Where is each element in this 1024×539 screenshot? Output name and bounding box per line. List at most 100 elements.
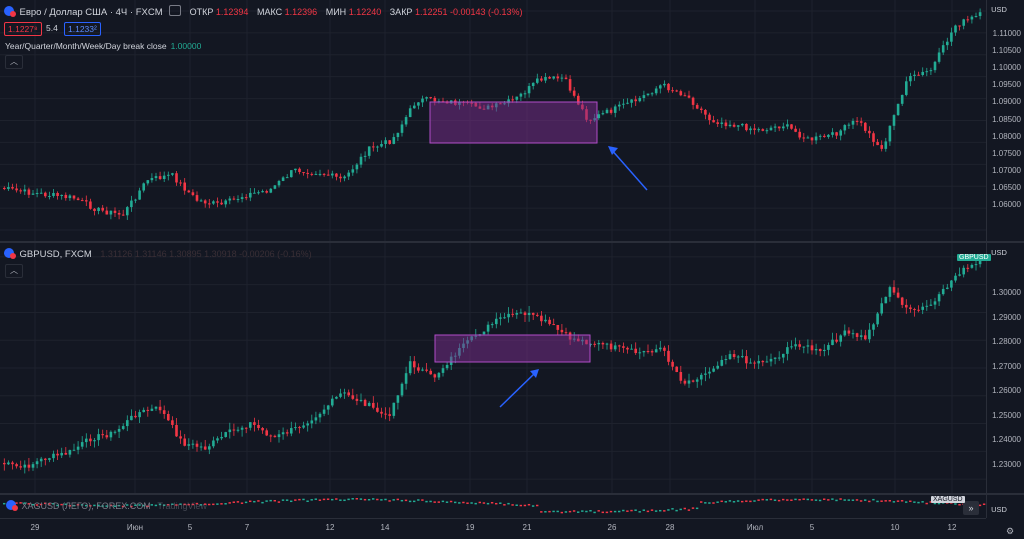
candle — [113, 430, 117, 435]
pane-divider[interactable] — [0, 493, 1024, 495]
symbol-flag-icon — [6, 500, 18, 511]
candle — [265, 428, 268, 437]
currency-button[interactable]: USD — [991, 248, 1007, 257]
candle — [162, 504, 166, 507]
candle — [929, 67, 933, 76]
candle — [720, 500, 723, 503]
candle — [392, 499, 395, 501]
candle — [212, 503, 215, 506]
price-tick: 1.07500 — [992, 148, 1021, 158]
candle — [593, 511, 596, 514]
chevron-up-icon[interactable]: ︿ — [5, 264, 23, 278]
candle — [519, 92, 523, 101]
gbpusd-price-axis[interactable]: USD 1.30000 1.29000 1.28000 1.27000 1.26000 1… — [986, 243, 1024, 493]
candle — [462, 501, 465, 504]
candle — [646, 510, 650, 513]
candle — [905, 76, 908, 97]
gbpusd-chart-pane[interactable]: GBPUSD, FXCM 1.31126 1.31146 1.30895 1.3… — [0, 243, 986, 493]
candle — [355, 162, 359, 174]
candle — [765, 499, 768, 501]
candle — [179, 430, 182, 444]
candle — [741, 500, 744, 503]
candle — [843, 324, 847, 337]
candle — [199, 504, 203, 506]
candle — [806, 498, 809, 501]
candle — [191, 189, 195, 197]
ask-price-button[interactable]: 1.1233² — [64, 22, 101, 36]
xagusd-price-axis[interactable]: USD — [986, 495, 1024, 518]
pane-divider[interactable] — [0, 241, 1024, 243]
time-tick: 29 — [30, 523, 40, 532]
candle — [790, 499, 793, 501]
candle — [208, 443, 211, 455]
candle — [782, 122, 785, 131]
candle — [339, 499, 342, 501]
candle — [39, 503, 43, 506]
candle — [572, 86, 576, 98]
candle — [261, 501, 264, 504]
candle — [48, 191, 51, 200]
candle — [818, 134, 822, 141]
candle — [72, 504, 76, 507]
candle — [544, 314, 547, 323]
candle — [240, 502, 244, 504]
candle — [876, 311, 879, 327]
candle — [827, 499, 830, 501]
xagusd-chart-pane[interactable] — [0, 495, 986, 517]
highlight-box[interactable] — [434, 334, 591, 363]
candle — [191, 503, 194, 506]
gbpusd-symbol-title[interactable]: GBPUSD, FXCM — [19, 249, 92, 260]
candle — [35, 458, 39, 469]
eye-icon[interactable] — [169, 5, 182, 16]
candle — [60, 194, 63, 200]
close-label: ЗАКР — [389, 7, 413, 17]
candle — [814, 343, 818, 355]
candle — [335, 172, 338, 181]
bid-price-button[interactable]: 1.1227⁸ — [4, 22, 42, 36]
eurusd-price-axis[interactable]: USD 1.11000 1.10500 1.10000 1.09500 1.09000 1… — [986, 0, 1024, 241]
candle — [913, 501, 916, 503]
eurusd-symbol-title[interactable]: Евро / Доллар США · 4Ч · FXCM — [19, 7, 163, 18]
candle — [544, 511, 547, 513]
candle — [925, 300, 929, 311]
candle — [89, 434, 92, 446]
candle — [970, 15, 974, 24]
candle — [27, 187, 31, 198]
candle — [23, 184, 27, 195]
candle — [134, 198, 137, 204]
candle — [478, 501, 481, 504]
candle — [864, 121, 867, 134]
currency-button[interactable]: USD — [991, 5, 1007, 14]
candle — [208, 198, 211, 209]
currency-button[interactable]: USD — [991, 505, 1007, 514]
candle — [622, 509, 625, 512]
candle — [85, 433, 88, 448]
time-axis[interactable]: 29 Июн 5 7 12 14 19 21 26 28 Июл 5 10 12 — [0, 518, 986, 539]
candle — [564, 327, 568, 335]
candle — [117, 504, 121, 507]
candle — [359, 153, 363, 168]
price-tick: 1.25000 — [992, 410, 1021, 420]
symbol-flag-icon — [4, 248, 16, 259]
candle — [261, 426, 264, 434]
eurusd-chart-pane[interactable]: Евро / Доллар США · 4Ч · FXCM ОТКР 1.123… — [0, 0, 986, 241]
xagusd-symbol-title[interactable]: XAGUSD (ЛЕГО), FOREX.COM — [21, 501, 151, 511]
candle — [974, 12, 978, 18]
candle — [892, 501, 896, 503]
highlight-box[interactable] — [429, 101, 598, 144]
candle — [691, 379, 695, 383]
arrow-annotation[interactable] — [609, 147, 648, 191]
candle — [605, 107, 609, 114]
gear-icon[interactable]: ⚙ — [1006, 526, 1015, 536]
candle — [818, 348, 822, 357]
candle — [814, 132, 818, 145]
candle — [552, 510, 555, 513]
candle — [941, 40, 945, 56]
candle — [179, 179, 182, 187]
candle — [806, 339, 810, 354]
double-chevron-right-icon[interactable]: » — [963, 501, 979, 515]
indicator-legend[interactable]: Year/Quarter/Month/Week/Day break close 1… — [5, 41, 201, 51]
arrow-annotation[interactable] — [499, 372, 536, 408]
chevron-up-icon[interactable]: ︿ — [5, 55, 23, 69]
candle — [507, 502, 510, 505]
